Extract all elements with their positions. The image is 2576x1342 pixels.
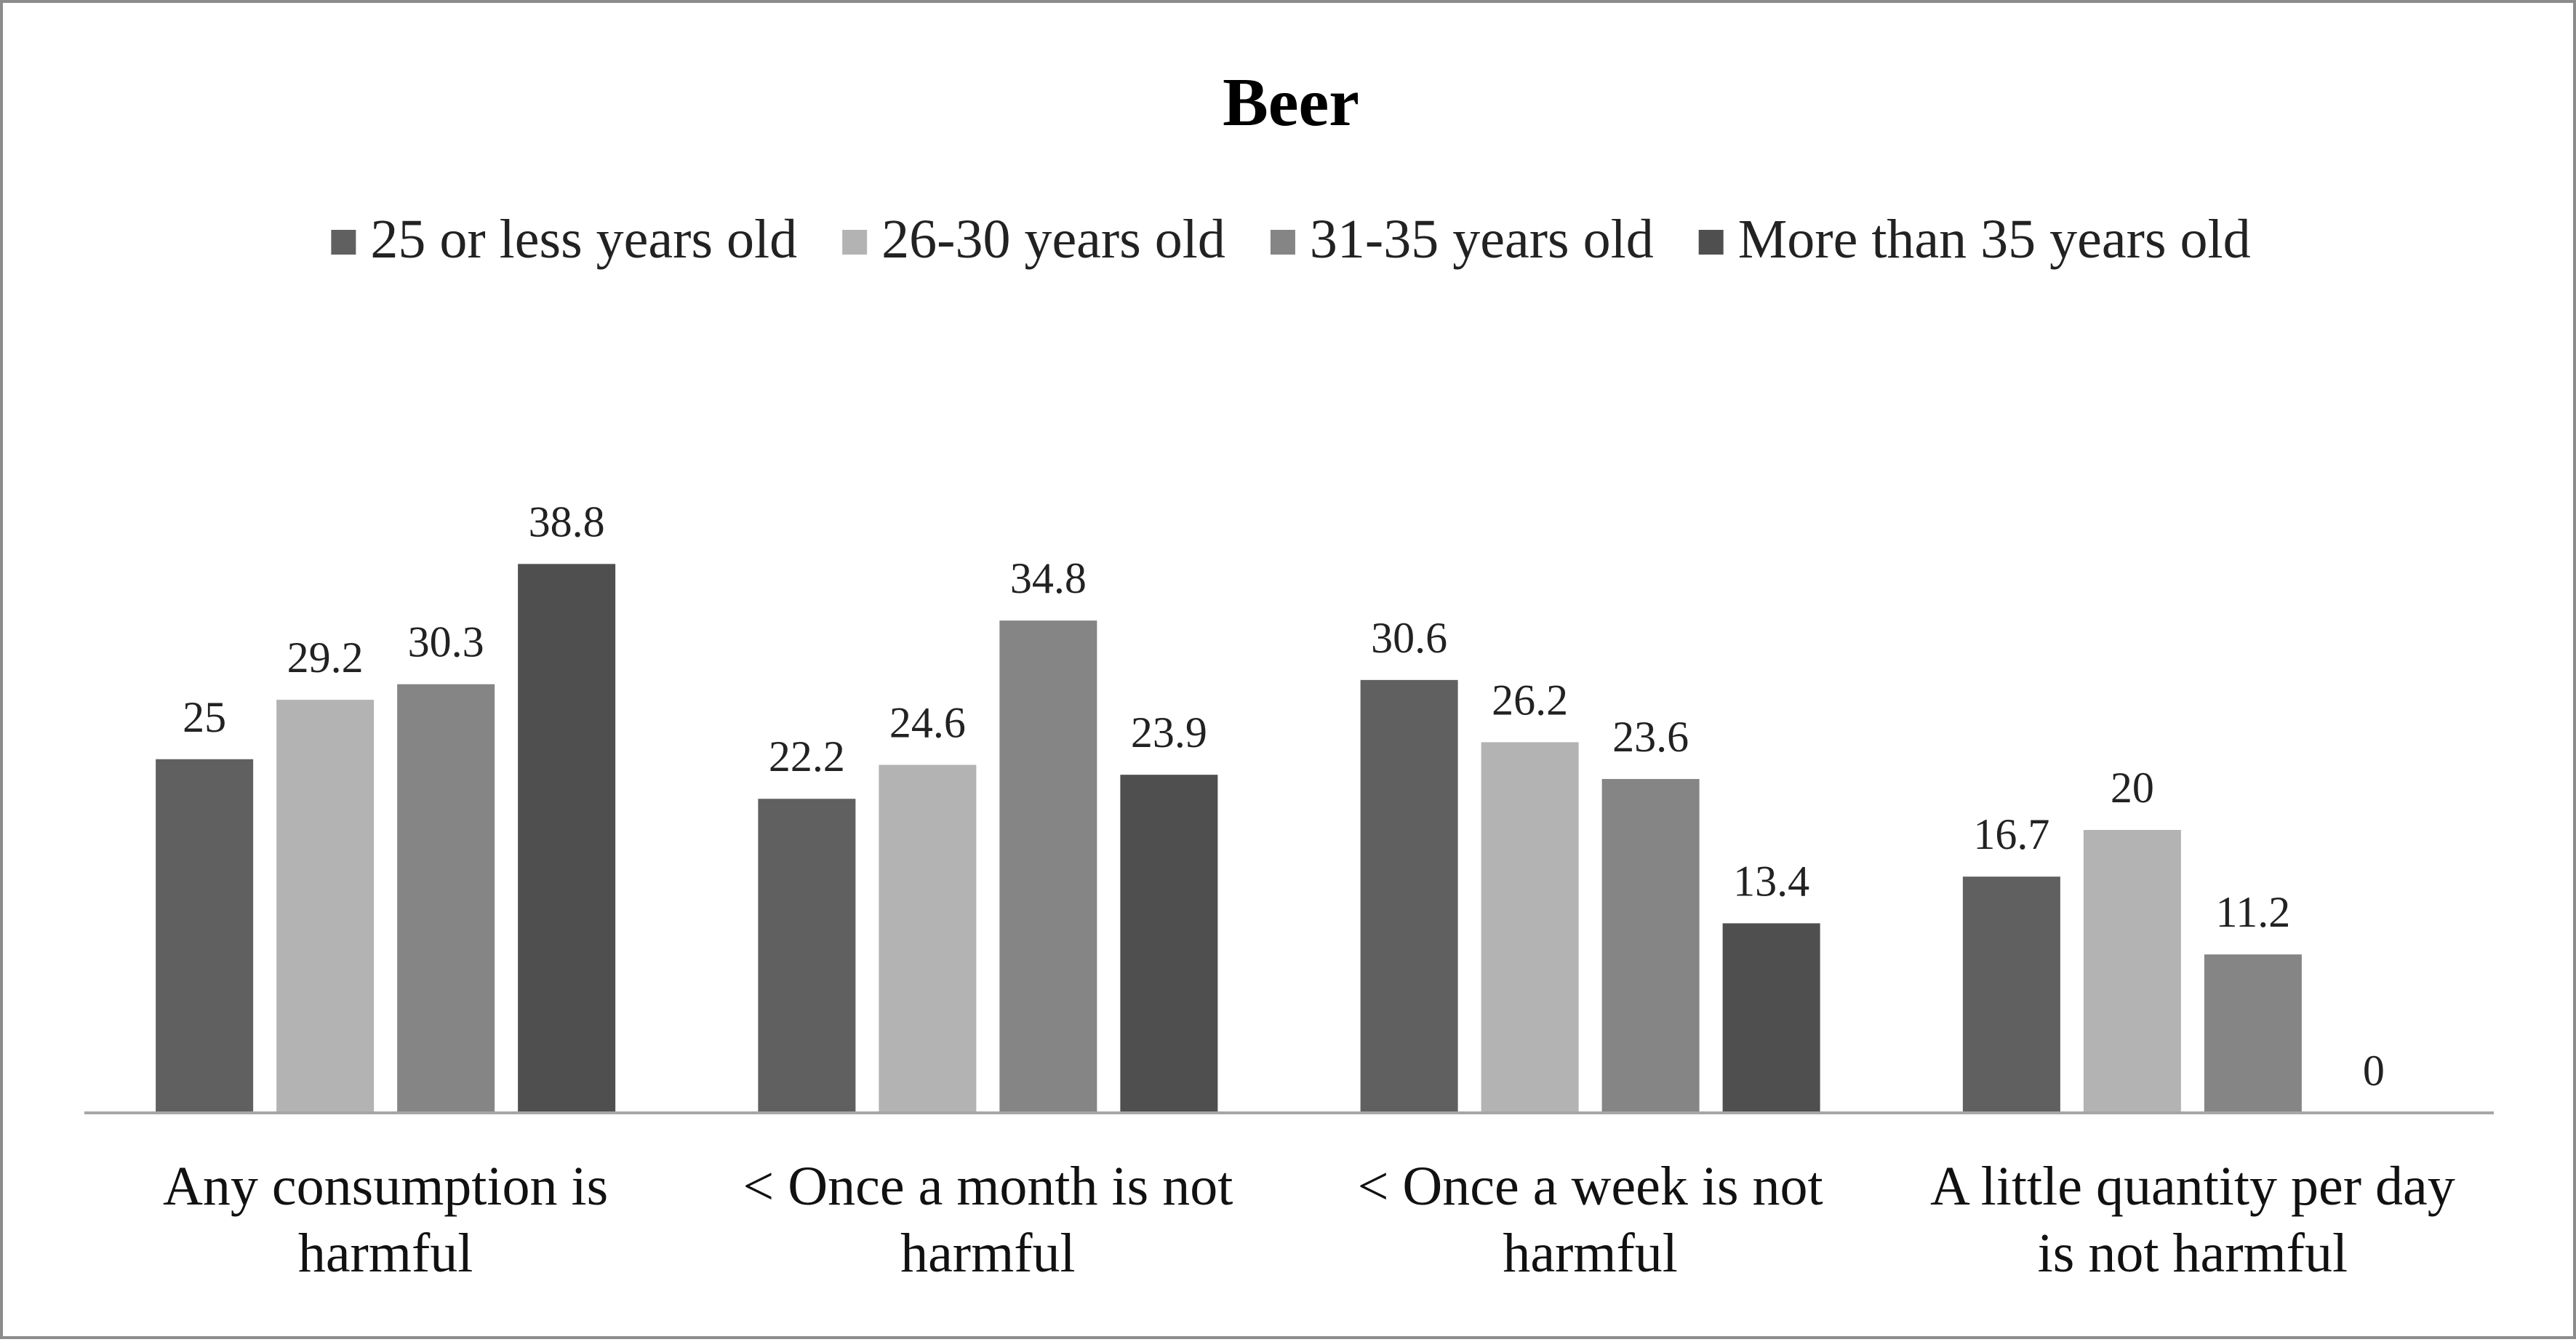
legend-label: More than 35 years old bbox=[1738, 209, 2251, 270]
legend-label: 31-35 years old bbox=[1310, 209, 1654, 270]
x-tick-labels: Any consumption is harmful< Once a month … bbox=[163, 1156, 2455, 1284]
data-label: 26.2 bbox=[1492, 676, 1568, 724]
x-tick-label-line: < Once a month is not bbox=[743, 1156, 1233, 1217]
x-tick-label: < Once a month is not harmful bbox=[743, 1156, 1233, 1284]
bar bbox=[879, 764, 977, 1113]
bar bbox=[1360, 679, 1458, 1113]
x-tick-label-line: is not harmful bbox=[2038, 1223, 2348, 1284]
legend-swatch bbox=[1698, 230, 1724, 255]
x-tick-label-line: harmful bbox=[900, 1223, 1076, 1284]
data-label: 16.7 bbox=[1973, 810, 2049, 858]
data-label: 30.3 bbox=[408, 618, 484, 666]
data-label: 29.2 bbox=[287, 634, 364, 682]
x-tick-label-line: A little quantity per day bbox=[1930, 1156, 2455, 1217]
data-label: 23.9 bbox=[1131, 708, 1207, 756]
bar bbox=[758, 799, 856, 1113]
data-label: 25 bbox=[183, 693, 226, 741]
data-label: 24.6 bbox=[889, 699, 966, 747]
bar bbox=[518, 564, 616, 1113]
bar bbox=[1601, 778, 1700, 1113]
legend-swatch bbox=[331, 230, 356, 255]
data-label: 34.8 bbox=[1010, 554, 1087, 602]
bars bbox=[156, 564, 2302, 1113]
bar bbox=[1962, 876, 2060, 1113]
legend-swatch bbox=[1270, 230, 1295, 255]
data-label: 13.4 bbox=[1733, 857, 1809, 905]
bar bbox=[1481, 742, 1579, 1113]
legend-label: 25 or less years old bbox=[370, 209, 797, 270]
bar bbox=[2083, 830, 2181, 1113]
data-label: 11.2 bbox=[2215, 888, 2290, 936]
x-tick-label: < Once a week is not harmful bbox=[1358, 1156, 1823, 1284]
data-labels: 25 29.2 30.3 38.8 22.2 24.6 34.8 23.9 30.6 26.2 23… bbox=[183, 498, 2385, 1095]
chart-title: Beer bbox=[1223, 65, 1359, 140]
legend-swatch bbox=[842, 230, 868, 255]
bar bbox=[156, 759, 254, 1113]
bar bbox=[276, 700, 375, 1113]
bar bbox=[999, 620, 1097, 1113]
chart-canvas: Beer 25 or less years old 26-30 years old… bbox=[84, 65, 2494, 1284]
data-label: 22.2 bbox=[769, 732, 845, 780]
data-label: 0 bbox=[2363, 1047, 2385, 1095]
x-tick-label-line: Any consumption is bbox=[163, 1156, 608, 1217]
x-tick-label-line: harmful bbox=[298, 1223, 473, 1284]
data-label: 30.6 bbox=[1371, 614, 1447, 662]
bar bbox=[1722, 923, 1820, 1113]
bar bbox=[397, 684, 495, 1113]
x-tick-label-line: < Once a week is not bbox=[1358, 1156, 1823, 1217]
legend-label: 26-30 years old bbox=[881, 209, 1225, 270]
data-label: 20 bbox=[2111, 764, 2154, 812]
x-tick-label-line: harmful bbox=[1503, 1223, 1678, 1284]
data-label: 23.6 bbox=[1612, 713, 1689, 761]
x-tick-label: A little quantity per day is not harmful bbox=[1930, 1156, 2455, 1284]
bar bbox=[2204, 954, 2302, 1113]
data-label: 38.8 bbox=[529, 498, 605, 546]
bar bbox=[1120, 775, 1218, 1113]
legend: 25 or less years old 26-30 years old 31-35… bbox=[331, 209, 2251, 270]
x-tick-label: Any consumption is harmful bbox=[163, 1156, 608, 1284]
